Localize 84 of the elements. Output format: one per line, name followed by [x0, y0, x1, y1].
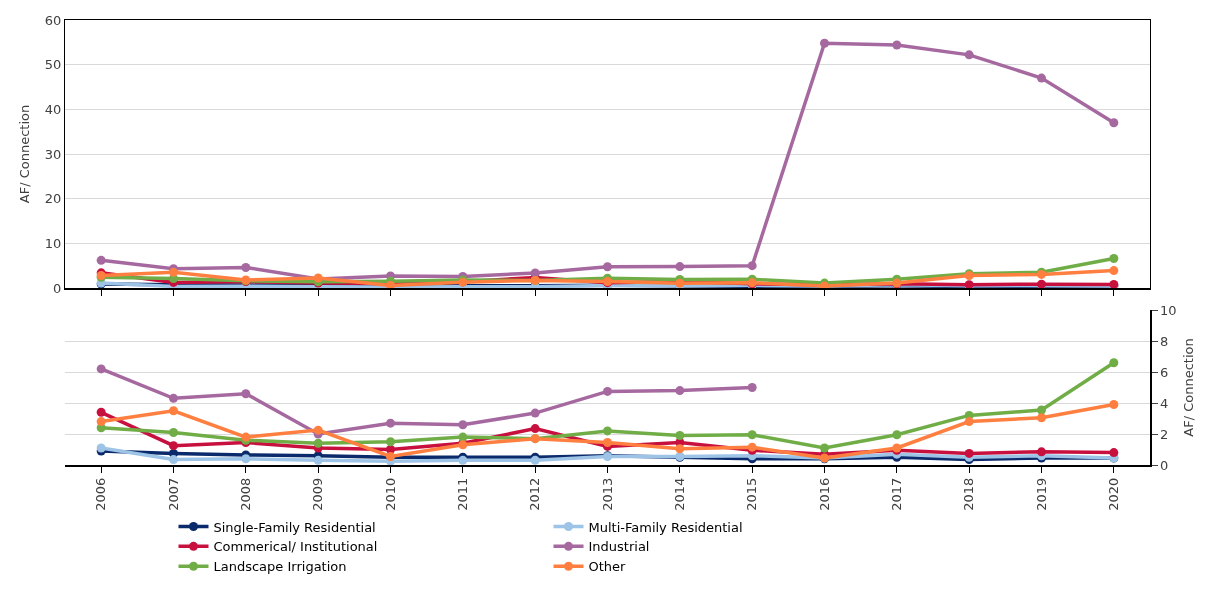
legend-label: Industrial [588, 539, 650, 555]
point [603, 426, 612, 436]
point [1109, 358, 1119, 368]
y2-tick-label: 6 [1160, 364, 1169, 380]
point [964, 50, 974, 60]
point [747, 430, 757, 440]
x-tick-label: 2020 [1106, 477, 1122, 511]
y-tick-label: 30 [44, 146, 62, 162]
point [892, 40, 902, 50]
point [96, 417, 106, 427]
point [530, 424, 540, 434]
point [241, 262, 251, 272]
point [603, 386, 612, 396]
y-axis-title: AF/ Connection [17, 104, 32, 204]
legend-label: Multi-Family Residential [588, 519, 743, 535]
point [458, 420, 468, 430]
point [1109, 448, 1119, 458]
point [1109, 254, 1119, 264]
x-tick-label: 2019 [1033, 477, 1049, 511]
point [169, 393, 178, 403]
point [241, 454, 251, 464]
y2-axis-title: AF/ Connection [1181, 338, 1196, 437]
x-tick-label: 2014 [672, 477, 688, 511]
point [747, 383, 757, 392]
point [313, 425, 323, 435]
y-tick-label: 10 [44, 235, 62, 251]
x-tick-label: 2013 [599, 477, 615, 511]
point [892, 430, 902, 440]
point [675, 431, 685, 441]
legend-label: Landscape Irrigation [213, 559, 347, 575]
y-tick-label: 40 [44, 101, 62, 117]
x-tick-label: 2010 [382, 477, 398, 511]
y-tick-label: 60 [44, 12, 62, 28]
x-tick-label: 2008 [238, 477, 254, 511]
point [1109, 118, 1119, 128]
point [313, 455, 323, 465]
point [675, 262, 685, 272]
y2-tick-label: 0 [1160, 457, 1169, 473]
point [169, 427, 178, 437]
point [675, 386, 685, 396]
point [747, 261, 757, 271]
x-tick-label: 2009 [310, 477, 326, 511]
point [530, 408, 540, 418]
point [458, 432, 468, 442]
point [1037, 73, 1046, 83]
legend-label: Other [588, 559, 627, 575]
y2-tick-label: 2 [1160, 426, 1169, 442]
y-tick-label: 50 [44, 57, 62, 73]
point [96, 407, 106, 417]
point [1037, 405, 1046, 415]
y2-tick-label: 10 [1160, 302, 1177, 318]
y2-tick-label: 8 [1160, 333, 1169, 349]
point [675, 444, 685, 454]
y2-tick-label: 4 [1160, 395, 1169, 411]
x-tick-label: 2018 [961, 477, 977, 511]
point [1037, 447, 1046, 457]
point [964, 417, 974, 427]
point [241, 389, 251, 399]
point [313, 438, 323, 448]
legend-label: Single-Family Residential [213, 519, 376, 535]
x-tick-label: 2012 [527, 477, 543, 511]
y-tick-label: 20 [44, 191, 62, 207]
point [169, 455, 178, 465]
x-tick-label: 2007 [165, 477, 181, 511]
point [96, 364, 106, 374]
point [820, 38, 829, 48]
point [1109, 266, 1119, 276]
point [1037, 413, 1046, 423]
x-tick-label: 2011 [455, 477, 471, 511]
point [820, 443, 829, 453]
point [169, 441, 178, 451]
x-tick-label: 2017 [889, 477, 905, 511]
point [169, 406, 178, 416]
point [386, 418, 395, 428]
x-tick-label: 2016 [816, 477, 832, 511]
point [1109, 400, 1119, 410]
legend-label: Commerical/ Institutional [213, 539, 378, 555]
y-tick-label: 0 [53, 280, 62, 296]
point [964, 448, 974, 458]
point [96, 255, 106, 265]
point [603, 262, 612, 272]
point [386, 437, 395, 447]
x-tick-label: 2015 [744, 477, 760, 511]
x-tick-label: 2006 [93, 477, 109, 511]
